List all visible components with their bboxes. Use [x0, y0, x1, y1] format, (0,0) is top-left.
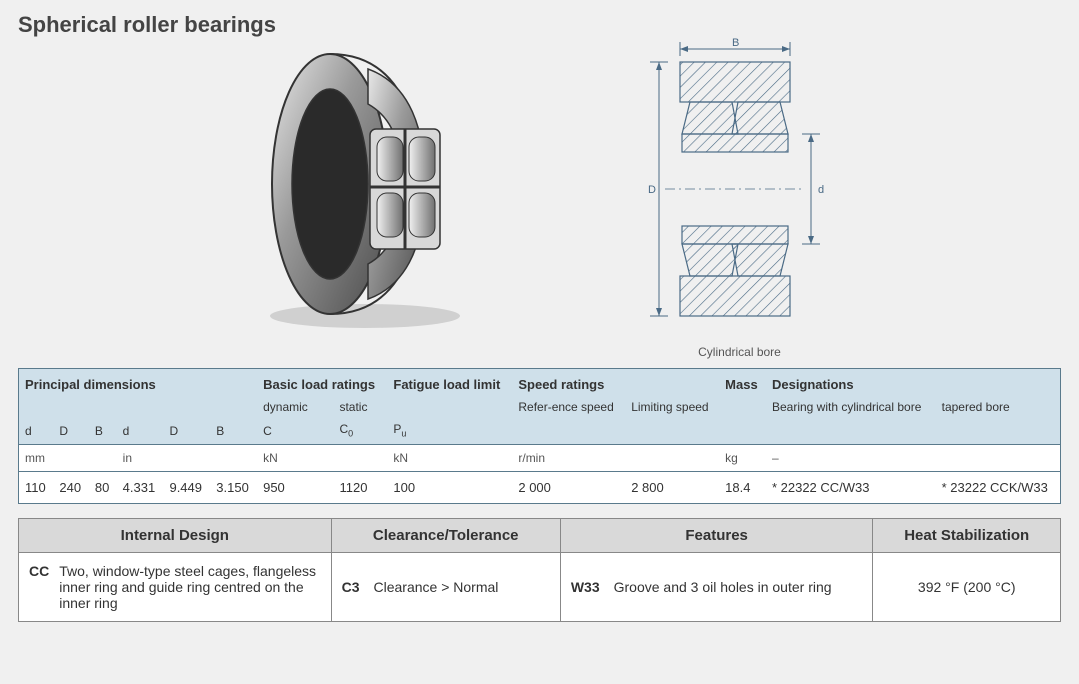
code-features: W33: [571, 579, 600, 595]
hero-row: B: [18, 44, 1061, 364]
hdr-internal: Internal Design: [19, 519, 332, 553]
hdr-fatigue: Fatigue load limit: [387, 369, 512, 397]
val-D-in: 9.449: [163, 472, 210, 504]
unit-kg: kg: [719, 445, 766, 472]
sym-d-in: d: [117, 418, 164, 445]
hdr-clearance: Clearance/Tolerance: [331, 519, 560, 553]
sym-d: d: [19, 418, 54, 445]
unit-rmin: r/min: [512, 445, 719, 472]
val-desig-tap: * 23222 CCK/W33: [936, 472, 1061, 504]
hdr-designations: Designations: [766, 369, 1061, 397]
sym-B: B: [89, 418, 117, 445]
val-B-mm: 80: [89, 472, 117, 504]
sym-C0: C0: [333, 418, 387, 445]
schematic-label-D: D: [648, 184, 656, 196]
sym-D-in: D: [163, 418, 210, 445]
hdr-tapered: tapered bore: [936, 396, 1061, 418]
hdr-refer: Refer-ence speed: [512, 396, 625, 418]
unit-dash: –: [766, 445, 1061, 472]
val-mass: 18.4: [719, 472, 766, 504]
text-internal: Two, window-type steel cages, flangeless…: [59, 563, 320, 611]
code-clearance: C3: [342, 579, 360, 595]
sym-B-in: B: [210, 418, 257, 445]
text-features: Groove and 3 oil holes in outer ring: [614, 579, 832, 595]
hdr-bearing-cyl: Bearing with cylindrical bore: [766, 396, 936, 418]
design-table: Internal Design Clearance/Tolerance Feat…: [18, 518, 1061, 622]
val-desig-cyl: * 22322 CC/W33: [766, 472, 936, 504]
hdr-static: static: [333, 396, 387, 418]
unit-mm: mm: [19, 445, 117, 472]
schematic-caption: Cylindrical bore: [620, 345, 860, 359]
val-B-in: 3.150: [210, 472, 257, 504]
hdr-mass: Mass: [719, 369, 766, 397]
val-lim-speed: 2 800: [625, 472, 719, 504]
val-d-mm: 110: [19, 472, 54, 504]
hdr-dynamic: dynamic: [257, 396, 333, 418]
dimensions-table: Principal dimensions Basic load ratings …: [18, 368, 1061, 504]
hdr-principal: Principal dimensions: [19, 369, 258, 397]
cell-features: W33 Groove and 3 oil holes in outer ring: [560, 553, 873, 622]
unit-in: in: [117, 445, 257, 472]
table-row: 110 240 80 4.331 9.449 3.150 950 1120 10…: [19, 472, 1061, 504]
code-internal: CC: [29, 563, 49, 611]
val-C: 950: [257, 472, 333, 504]
unit-kN-2: kN: [387, 445, 512, 472]
val-Pu: 100: [387, 472, 512, 504]
cell-internal: CC Two, window-type steel cages, flangel…: [19, 553, 332, 622]
sym-C: C: [257, 418, 333, 445]
schematic-label-B: B: [732, 37, 739, 49]
hdr-heat: Heat Stabilization: [873, 519, 1061, 553]
schematic-label-d: d: [818, 184, 824, 196]
val-D-mm: 240: [53, 472, 88, 504]
val-d-in: 4.331: [117, 472, 164, 504]
sym-Pu: Pu: [387, 418, 512, 445]
bearing-3d-illustration: [220, 34, 500, 334]
val-C0: 1120: [333, 472, 387, 504]
cell-heat: 392 °F (200 °C): [873, 553, 1061, 622]
schematic-diagram: B: [620, 34, 860, 359]
hdr-speed: Speed ratings: [512, 369, 719, 397]
hdr-limiting: Limiting speed: [625, 396, 719, 418]
unit-kN-1: kN: [257, 445, 387, 472]
text-clearance: Clearance > Normal: [374, 579, 499, 595]
hdr-features: Features: [560, 519, 873, 553]
hdr-basic-load: Basic load ratings: [257, 369, 387, 397]
cell-clearance: C3 Clearance > Normal: [331, 553, 560, 622]
val-ref-speed: 2 000: [512, 472, 625, 504]
sym-D: D: [53, 418, 88, 445]
page-title: Spherical roller bearings: [18, 12, 1061, 38]
